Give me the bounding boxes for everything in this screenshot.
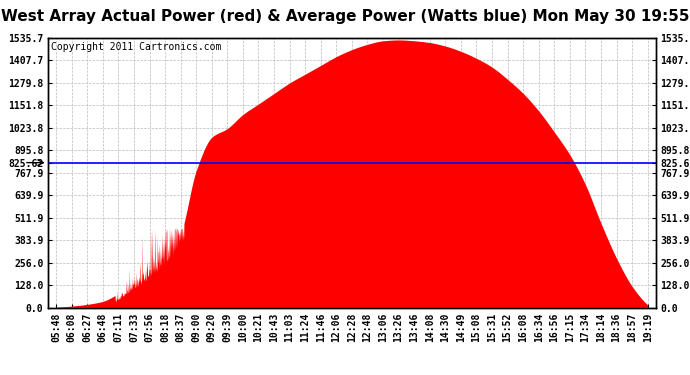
Text: West Array Actual Power (red) & Average Power (Watts blue) Mon May 30 19:55: West Array Actual Power (red) & Average … bbox=[1, 9, 689, 24]
Text: Copyright 2011 Cartronics.com: Copyright 2011 Cartronics.com bbox=[51, 42, 221, 51]
